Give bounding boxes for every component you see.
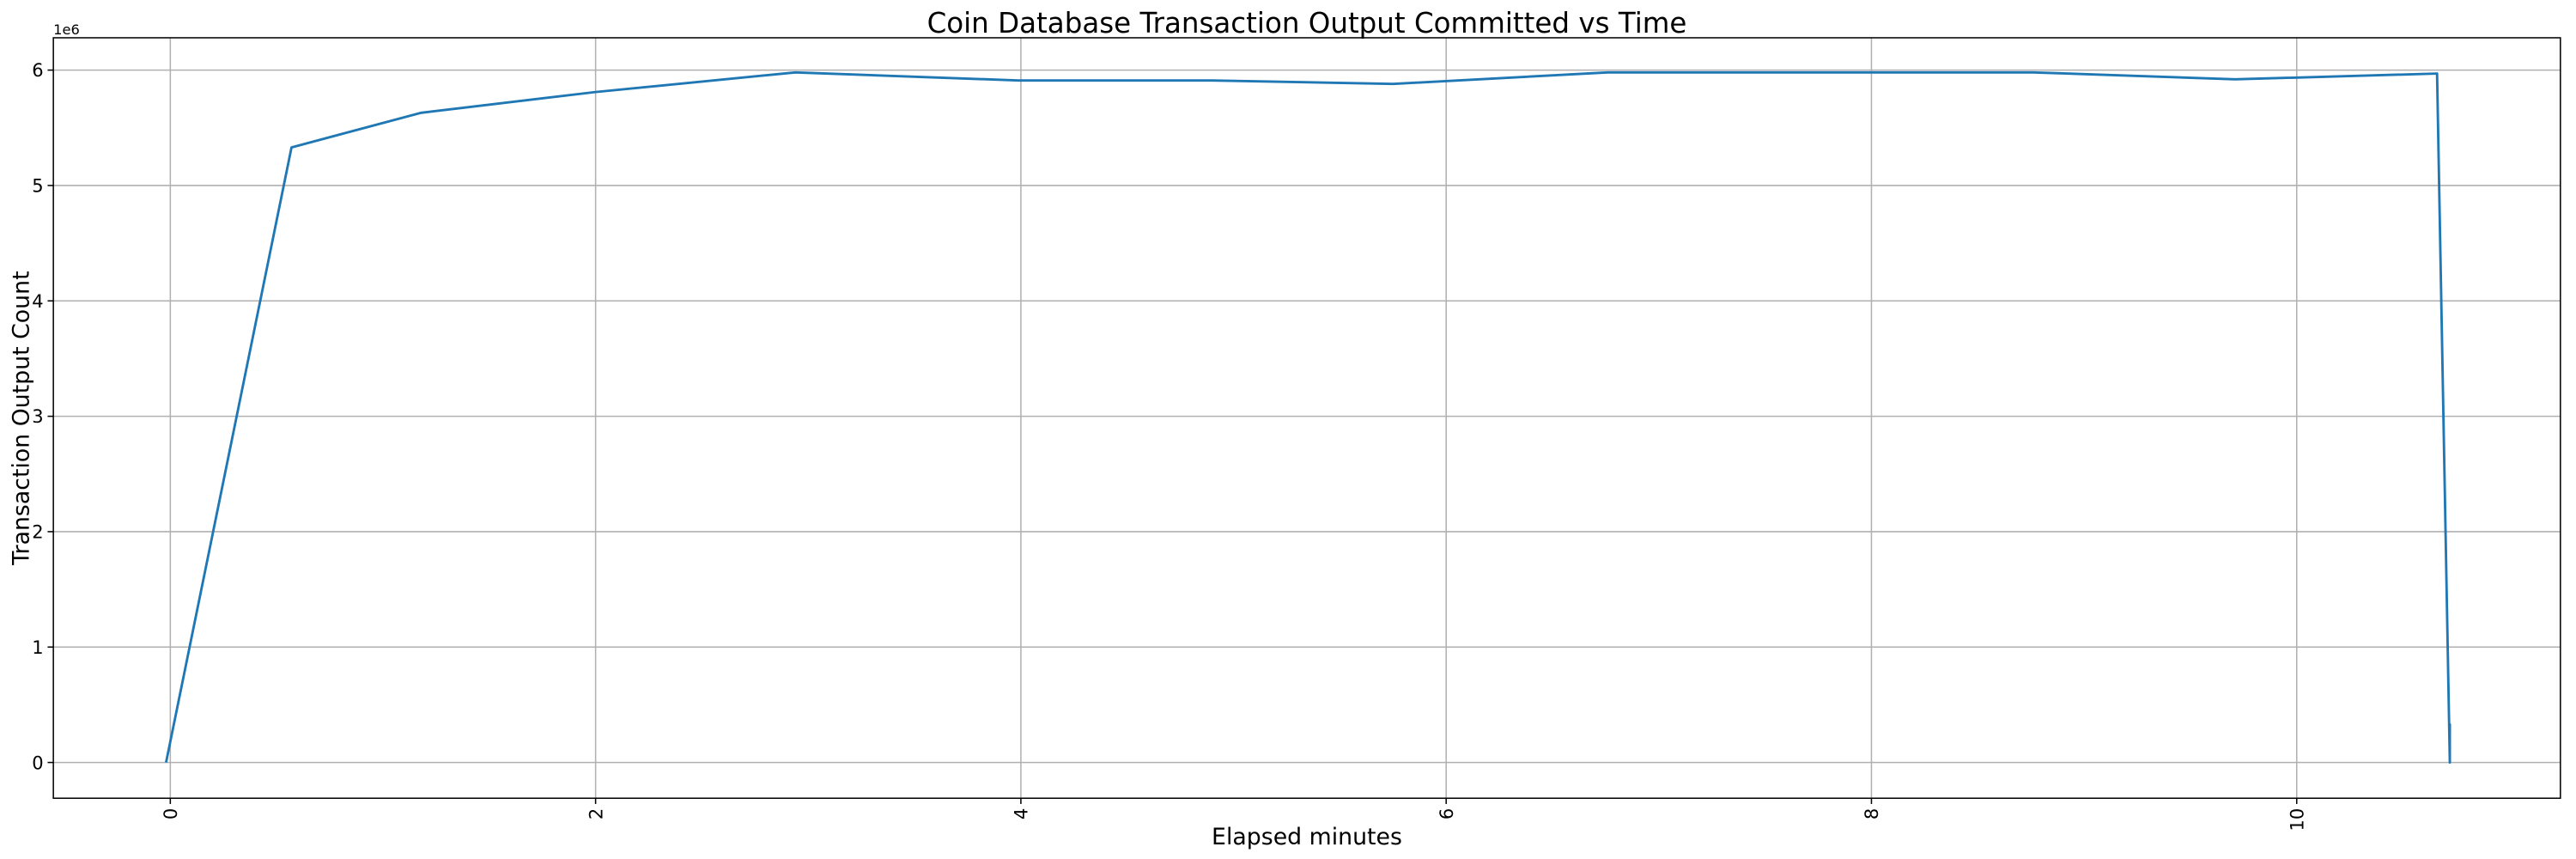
series-line [164, 70, 2451, 765]
axes-frame [52, 37, 2561, 800]
x-tick-label: 2 [585, 808, 606, 819]
y-tick-label: 3 [32, 405, 43, 427]
grid-layer [53, 37, 2561, 799]
series-layer [164, 70, 2451, 765]
y-tick-label: 5 [32, 175, 43, 197]
x-tick-label: 4 [1011, 808, 1032, 819]
x-axis-label: Elapsed minutes [1212, 824, 1402, 850]
x-tick-label: 8 [1861, 808, 1882, 819]
y-axis-label: Transaction Output Count [8, 271, 34, 565]
chart-title: Coin Database Transaction Output Committ… [927, 7, 1687, 40]
y-tick-label: 4 [32, 290, 43, 312]
x-tick-label: 0 [160, 808, 181, 819]
x-tick-label: 10 [2286, 808, 2307, 832]
y-tick-label: 0 [32, 752, 43, 773]
tick-layer: 0 2 4 6 8 10 0 1 2 3 4 5 6 [32, 59, 2307, 831]
x-tick-label: 6 [1436, 808, 1457, 819]
y-tick-label: 2 [32, 521, 43, 543]
y-tick-label: 6 [32, 59, 43, 81]
y-offset-label: 1e6 [53, 21, 80, 38]
y-tick-label: 1 [32, 637, 43, 658]
